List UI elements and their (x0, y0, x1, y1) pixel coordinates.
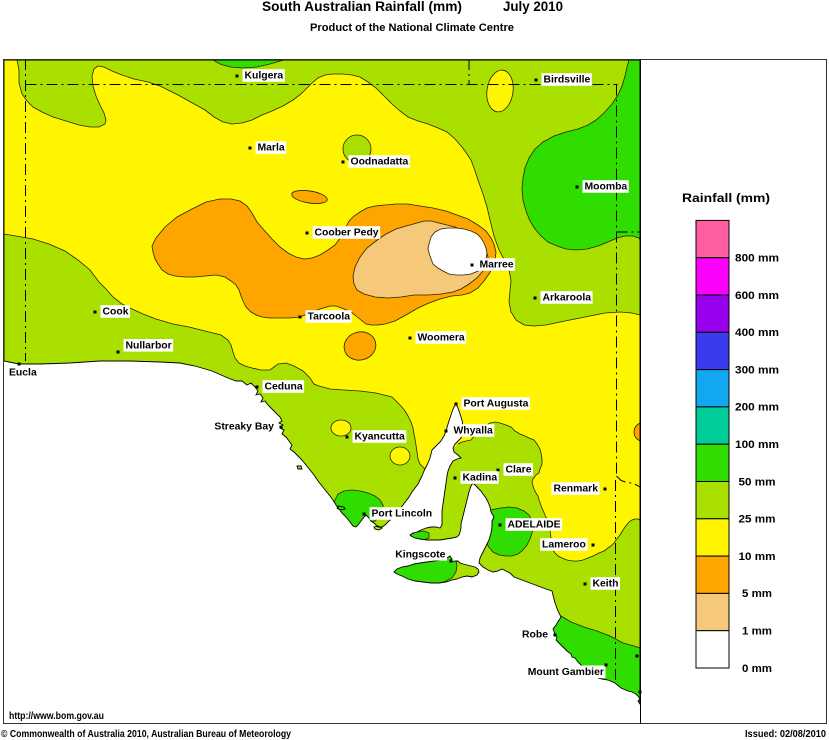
svg-text:200 mm: 200 mm (735, 402, 779, 414)
svg-text:800 mm: 800 mm (735, 253, 779, 265)
svg-text:25 mm: 25 mm (739, 514, 776, 526)
svg-text:Issued: 02/08/2010: Issued: 02/08/2010 (745, 728, 826, 740)
svg-text:Kadina: Kadina (463, 473, 498, 484)
svg-text:South Australian Rainfall (mm): South Australian Rainfall (mm) (262, 0, 462, 14)
svg-text:Mount Gambier: Mount Gambier (528, 667, 604, 678)
svg-text:Oodnadatta: Oodnadatta (351, 157, 409, 168)
svg-text:50 mm: 50 mm (739, 476, 776, 488)
svg-text:Robe: Robe (522, 630, 548, 641)
svg-text:Renmark: Renmark (554, 484, 599, 495)
svg-text:Kulgera: Kulgera (245, 71, 284, 82)
svg-text:Lameroo: Lameroo (542, 540, 586, 551)
svg-text:0 mm: 0 mm (742, 663, 772, 675)
svg-text:Marla: Marla (258, 143, 285, 154)
svg-text:Port Augusta: Port Augusta (464, 399, 529, 410)
svg-text:Ceduna: Ceduna (265, 382, 303, 393)
svg-text:Port Lincoln: Port Lincoln (372, 509, 433, 520)
svg-text:July 2010: July 2010 (503, 0, 563, 14)
svg-text:Moomba: Moomba (585, 182, 628, 193)
svg-text:Kingscote: Kingscote (395, 549, 445, 560)
svg-text:http://www.bom.gov.au: http://www.bom.gov.au (9, 711, 104, 722)
svg-text:Whyalla: Whyalla (454, 426, 493, 437)
svg-text:Streaky Bay: Streaky Bay (214, 422, 274, 433)
svg-text:Rainfall (mm): Rainfall (mm) (682, 191, 770, 205)
svg-text:Birdsville: Birdsville (544, 75, 591, 86)
svg-text:10 mm: 10 mm (739, 551, 776, 563)
svg-text:5 mm: 5 mm (742, 588, 772, 600)
svg-text:400 mm: 400 mm (735, 327, 779, 339)
svg-text:Marree: Marree (480, 260, 514, 271)
svg-text:Eucla: Eucla (9, 367, 37, 378)
svg-text:Product of the National Climat: Product of the National Climate Centre (310, 22, 514, 34)
svg-text:100 mm: 100 mm (735, 439, 779, 451)
svg-text:Kyancutta: Kyancutta (355, 432, 405, 443)
svg-text:© Commonwealth of Australia 20: © Commonwealth of Australia 2010, Austra… (1, 728, 291, 740)
svg-text:300 mm: 300 mm (735, 364, 779, 376)
svg-text:Clare: Clare (506, 465, 532, 476)
svg-text:Tarcoola: Tarcoola (308, 312, 351, 323)
svg-text:Arkaroola: Arkaroola (543, 293, 592, 304)
svg-text:Keith: Keith (593, 579, 619, 590)
svg-text:Coober Pedy: Coober Pedy (315, 228, 379, 239)
svg-text:600 mm: 600 mm (735, 290, 779, 302)
svg-text:Nullarbor: Nullarbor (126, 340, 172, 351)
svg-text:1 mm: 1 mm (742, 626, 772, 638)
svg-text:ADELAIDE: ADELAIDE (508, 520, 561, 531)
svg-text:Cook: Cook (103, 307, 129, 318)
svg-text:Woomera: Woomera (418, 333, 465, 344)
